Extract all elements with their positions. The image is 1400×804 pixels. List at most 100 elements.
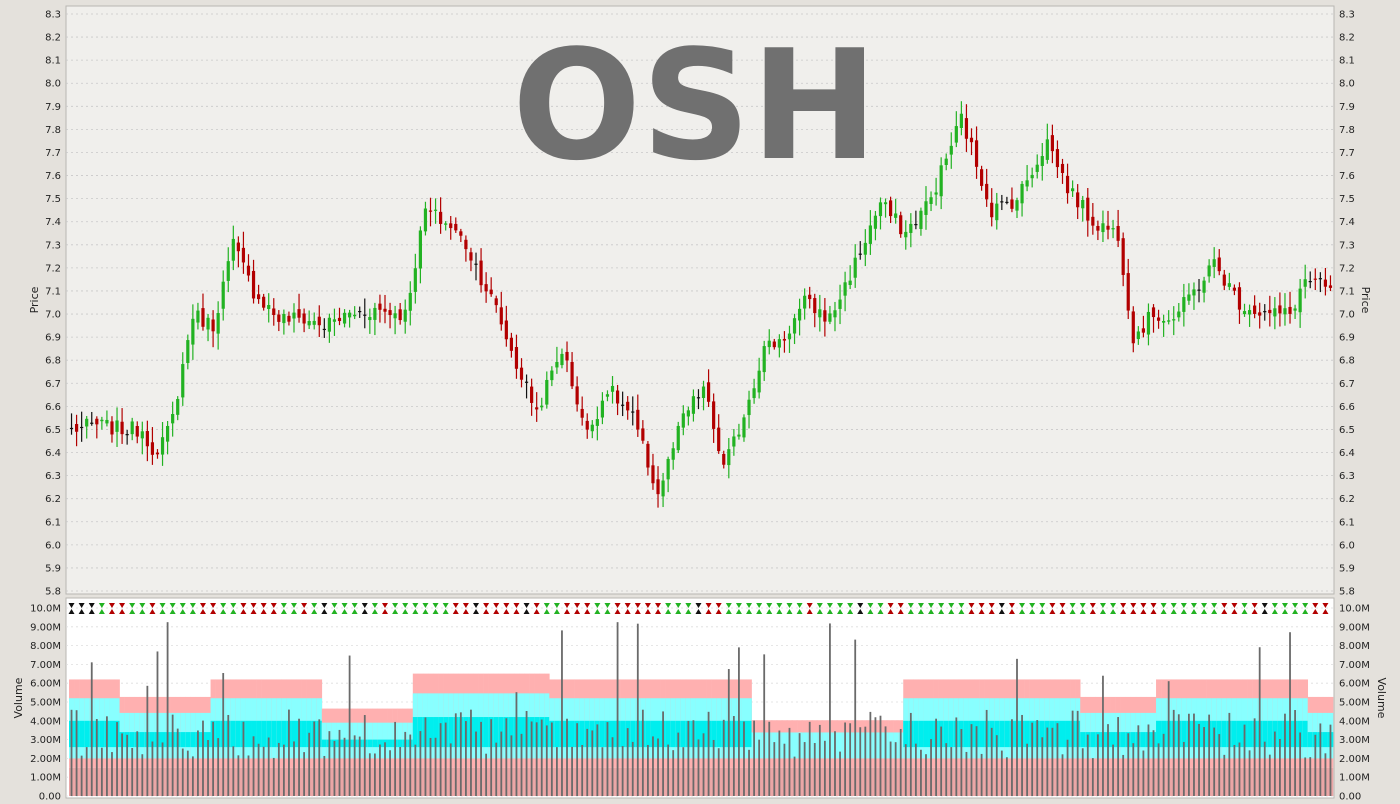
- price-bar-body: [368, 317, 372, 321]
- price-bar-body: [348, 312, 352, 318]
- volume-bar: [975, 726, 978, 796]
- price-bar: [292, 303, 296, 333]
- price-bar-body: [297, 309, 301, 318]
- price-bar: [666, 456, 670, 493]
- price-bar: [1227, 272, 1231, 291]
- signal-marker: [887, 603, 894, 614]
- price-bar: [69, 413, 74, 435]
- price-bar-body: [863, 242, 867, 255]
- price-axis-left: 5.8 5.9 6.0 6.1 6.2 6.3 6.4 6.5 6.6 6.7 6.8 6.9 7.0 7…: [45, 10, 61, 598]
- volume-bar: [1051, 727, 1054, 796]
- volume-bar: [950, 747, 953, 796]
- price-bar-body: [555, 361, 559, 368]
- volume-bar: [879, 715, 882, 796]
- signal-marker: [756, 603, 763, 614]
- price-bar: [241, 231, 246, 274]
- volume-bar: [1263, 741, 1266, 796]
- price-bar-body: [1258, 312, 1262, 316]
- price-bar-body: [464, 239, 468, 250]
- price-bar: [1131, 306, 1135, 353]
- price-bar-body: [873, 215, 878, 229]
- volume-band-inner: [372, 739, 378, 748]
- price-tick-label: 5.9: [45, 563, 61, 574]
- price-bar: [95, 416, 99, 439]
- volume-bar: [394, 721, 397, 796]
- signal-marker: [290, 603, 297, 614]
- volume-band-inner: [1322, 732, 1329, 748]
- signal-marker: [786, 603, 793, 614]
- volume-bar: [161, 742, 164, 796]
- price-tick-label: 7.1: [1339, 286, 1355, 297]
- volume-bar: [1329, 724, 1332, 796]
- volume-bar: [1188, 713, 1190, 796]
- volume-band-inner: [609, 720, 616, 748]
- price-axis-label-left: Price: [28, 286, 41, 313]
- price-tick-label: 7.7: [45, 148, 61, 159]
- volume-bar: [237, 755, 240, 796]
- price-bar: [1313, 268, 1317, 291]
- volume-bar: [1157, 743, 1160, 796]
- price-bar-body: [595, 419, 599, 426]
- volume-bar: [505, 718, 508, 796]
- price-bar: [342, 309, 347, 328]
- volume-bar: [914, 743, 917, 796]
- price-bar-body: [550, 370, 554, 381]
- volume-bar: [500, 731, 503, 796]
- price-tick-label: 7.5: [1339, 194, 1355, 205]
- volume-bar: [475, 731, 477, 796]
- volume-bar: [1117, 717, 1120, 796]
- signal-marker: [392, 603, 399, 614]
- price-bar-body: [378, 303, 382, 310]
- volume-tick-label: 1.00M: [30, 773, 61, 784]
- price-bar: [120, 408, 124, 444]
- price-bar: [545, 371, 549, 409]
- price-bar-body: [706, 382, 711, 402]
- volume-bar: [111, 752, 113, 796]
- price-bar-body: [439, 211, 443, 224]
- volume-band-inner: [129, 732, 136, 748]
- volume-band-inner: [1140, 732, 1147, 748]
- price-bar-body: [949, 145, 953, 155]
- signal-marker: [958, 603, 965, 614]
- volume-bar: [778, 730, 781, 796]
- price-tick-label: 6.2: [1339, 494, 1355, 505]
- price-bar: [924, 186, 928, 230]
- price-bar: [524, 374, 529, 399]
- price-bar: [1323, 267, 1328, 296]
- volume-bar: [176, 728, 179, 796]
- price-bar-body: [681, 413, 685, 428]
- price-bar: [307, 310, 311, 329]
- price-bar: [828, 305, 832, 325]
- signal-marker: [301, 603, 308, 614]
- signal-marker: [462, 603, 469, 614]
- price-bar: [115, 407, 119, 447]
- price-tick-label: 8.2: [1339, 33, 1355, 44]
- price-bar: [1111, 219, 1115, 239]
- price-bar-body: [797, 308, 802, 321]
- volume-bar: [141, 754, 144, 796]
- price-bar-body: [590, 424, 594, 432]
- price-bar: [681, 405, 685, 436]
- price-tick-label: 7.7: [1339, 148, 1355, 159]
- price-bar-body: [403, 309, 407, 322]
- volume-bar: [343, 737, 346, 796]
- volume-bar: [1081, 748, 1084, 796]
- price-bar-body: [762, 346, 766, 373]
- signal-marker: [1241, 603, 1248, 614]
- price-bar-body: [1242, 311, 1247, 315]
- price-bar-body: [433, 209, 438, 211]
- price-bar: [191, 304, 195, 360]
- price-tick-label: 6.6: [1339, 402, 1355, 413]
- price-bar: [1146, 303, 1151, 346]
- price-bar: [889, 196, 893, 224]
- price-bar: [418, 226, 422, 284]
- price-bar-body: [1040, 156, 1044, 166]
- price-bar-body: [1005, 201, 1009, 204]
- price-bar: [1116, 209, 1120, 248]
- price-bar-body: [570, 361, 574, 387]
- volume-bar: [1319, 723, 1322, 796]
- volume-bar: [1309, 757, 1312, 796]
- price-bar-body: [69, 427, 74, 430]
- volume-bar: [550, 722, 553, 796]
